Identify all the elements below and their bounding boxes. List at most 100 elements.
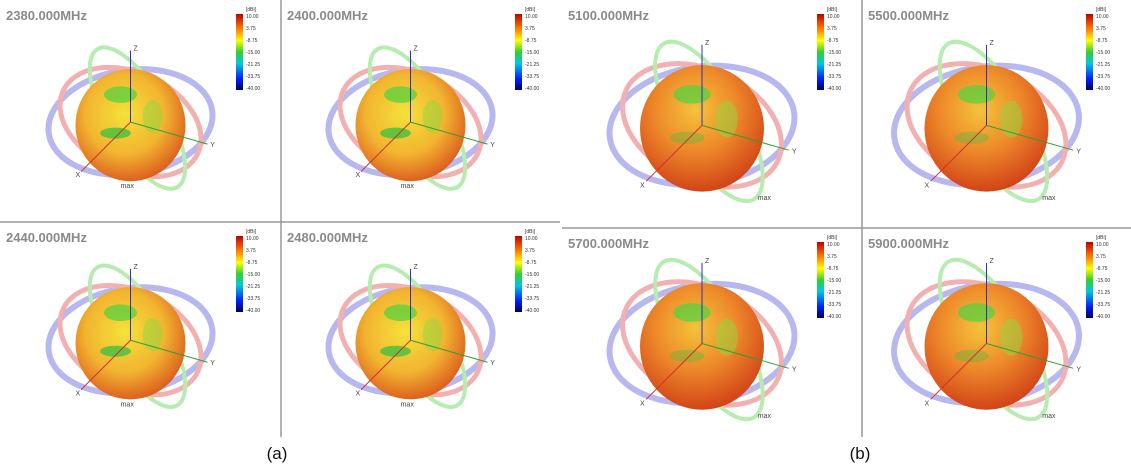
- pattern-null: [104, 305, 137, 322]
- panel-title: 2400.000MHz: [287, 8, 368, 23]
- colorbar: [236, 14, 243, 90]
- colorbar-tick: 10.00: [525, 236, 538, 242]
- pattern-null: [670, 350, 705, 362]
- max-marker: max: [758, 413, 772, 420]
- colorbar-tick: -21.25: [1096, 290, 1110, 296]
- colorbar-unit: [dBi]: [246, 229, 257, 235]
- colorbar: [817, 242, 824, 318]
- axis-label: Y: [490, 142, 495, 149]
- axis-label: Y: [1076, 366, 1081, 373]
- colorbar: [515, 14, 522, 90]
- axis-label: X: [925, 182, 930, 189]
- colorbar-tick: -15.00: [525, 50, 539, 56]
- colorbar-tick: -21.25: [827, 290, 841, 296]
- panel-title: 2380.000MHz: [6, 8, 87, 23]
- panel-title: 5900.000MHz: [868, 236, 949, 251]
- figure: (a) (b) 2380.000MHzZYXmax[dBi]10.003.75-…: [0, 0, 1131, 466]
- colorbar-tick: 10.00: [246, 236, 259, 242]
- max-marker: max: [1042, 195, 1056, 202]
- axis-label: Y: [1076, 148, 1081, 155]
- axis-label: Y: [210, 360, 215, 367]
- colorbar-tick: -21.25: [827, 62, 841, 68]
- axis-label: X: [925, 401, 930, 408]
- colorbar-unit: [dBi]: [827, 7, 838, 13]
- colorbar-unit: [dBi]: [246, 7, 257, 13]
- axis-label: Z: [414, 46, 419, 53]
- colorbar-tick: 10.00: [246, 14, 259, 20]
- axis-label: X: [640, 401, 645, 408]
- colorbar-unit: [dBi]: [525, 229, 536, 235]
- colorbar-tick: -15.00: [246, 50, 260, 56]
- colorbar-tick: -33.75: [525, 74, 539, 80]
- colorbar-tick: -8.75: [1096, 266, 1108, 272]
- figure-canvas: (a) (b) 2380.000MHzZYXmax[dBi]10.003.75-…: [0, 0, 1131, 466]
- pattern-null: [670, 132, 705, 144]
- pattern-null: [958, 85, 995, 104]
- colorbar-tick: -8.75: [1096, 38, 1108, 44]
- colorbar-tick: 3.75: [525, 26, 535, 32]
- colorbar-tick: -33.75: [1096, 302, 1110, 308]
- colorbar-tick: -8.75: [525, 38, 537, 44]
- colorbar-tick: -40.00: [827, 86, 841, 92]
- colorbar-tick: 3.75: [1096, 254, 1106, 260]
- axis-label: Z: [705, 258, 710, 265]
- colorbar-unit: [dBi]: [827, 235, 838, 241]
- colorbar-tick: 3.75: [827, 254, 837, 260]
- colorbar: [1086, 14, 1093, 90]
- colorbar: [817, 14, 824, 90]
- colorbar-tick: -40.00: [1096, 86, 1110, 92]
- colorbar-tick: -21.25: [525, 62, 539, 68]
- colorbar-tick: -8.75: [246, 38, 258, 44]
- axis-label: Z: [705, 40, 710, 47]
- colorbar: [515, 236, 522, 312]
- panel-title: 2440.000MHz: [6, 230, 87, 245]
- panel-title: 5500.000MHz: [868, 8, 949, 23]
- colorbar: [1086, 242, 1093, 318]
- colorbar-tick: -8.75: [246, 260, 258, 266]
- colorbar-tick: -15.00: [246, 272, 260, 278]
- colorbar-tick: -15.00: [1096, 50, 1110, 56]
- max-marker: max: [121, 401, 135, 408]
- colorbar-tick: -40.00: [525, 308, 539, 314]
- colorbar-tick: -40.00: [525, 86, 539, 92]
- max-marker: max: [401, 401, 415, 408]
- colorbar-tick: -15.00: [1096, 278, 1110, 284]
- colorbar-tick: 10.00: [827, 242, 840, 248]
- pattern-null: [954, 132, 989, 144]
- colorbar-tick: -21.25: [1096, 62, 1110, 68]
- axis-label: Z: [134, 264, 139, 271]
- colorbar-unit: [dBi]: [1096, 235, 1107, 241]
- axis-label: Y: [792, 148, 797, 155]
- colorbar: [236, 236, 243, 312]
- caption-label: (b): [850, 444, 871, 463]
- colorbar-tick: -8.75: [525, 260, 537, 266]
- axis-label: X: [76, 390, 81, 397]
- colorbar-tick: 10.00: [1096, 242, 1109, 248]
- colorbar-tick: 10.00: [827, 14, 840, 20]
- colorbar-tick: -21.25: [525, 284, 539, 290]
- colorbar-tick: -33.75: [246, 74, 260, 80]
- colorbar-tick: -33.75: [1096, 74, 1110, 80]
- axis-label: Y: [792, 366, 797, 373]
- colorbar-tick: 3.75: [246, 26, 256, 32]
- axis-label: Z: [134, 46, 139, 53]
- colorbar-tick: -40.00: [1096, 314, 1110, 320]
- colorbar-unit: [dBi]: [1096, 7, 1107, 13]
- colorbar-tick: -40.00: [246, 308, 260, 314]
- pattern-null: [673, 303, 710, 322]
- colorbar-tick: 3.75: [525, 248, 535, 254]
- colorbar-tick: 3.75: [1096, 26, 1106, 32]
- colorbar-tick: -33.75: [525, 296, 539, 302]
- pattern-null: [958, 303, 995, 322]
- panel-title: 5700.000MHz: [568, 236, 649, 251]
- pattern-null: [384, 305, 417, 322]
- colorbar-tick: 10.00: [1096, 14, 1109, 20]
- max-marker: max: [758, 195, 772, 202]
- max-marker: max: [1042, 413, 1056, 420]
- colorbar-tick: -33.75: [246, 296, 260, 302]
- caption-label: (a): [267, 444, 288, 463]
- pattern-null: [384, 86, 417, 103]
- axis-label: Y: [490, 360, 495, 367]
- colorbar-tick: -33.75: [827, 302, 841, 308]
- colorbar-tick: -40.00: [827, 314, 841, 320]
